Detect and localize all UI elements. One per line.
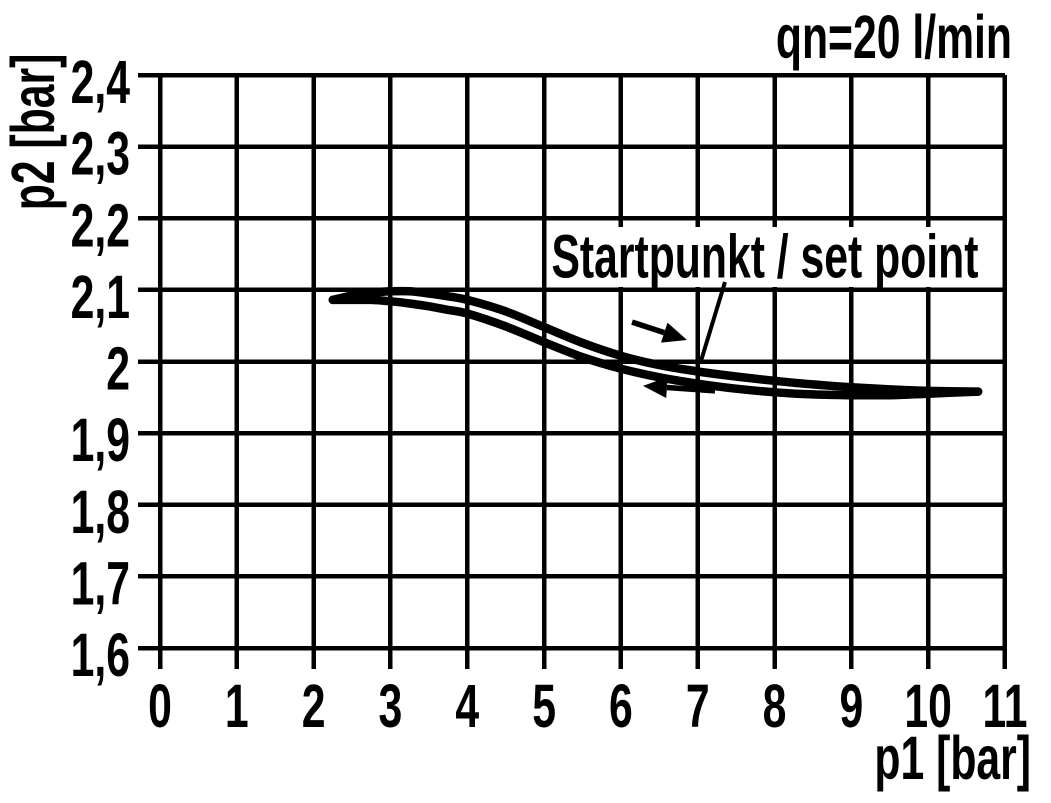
y-tick-label-2,1: 2,1	[71, 263, 130, 331]
x-tick-label-5: 5	[532, 672, 556, 740]
callout-label-background	[576, 227, 954, 287]
x-tick-label-4: 4	[455, 672, 479, 740]
x-tick-label-1: 1	[225, 672, 249, 740]
direction-arrow-left-head	[643, 377, 668, 398]
callout-leader-line	[699, 281, 727, 362]
y-tick-label-1,7: 1,7	[71, 549, 130, 617]
x-tick-label-7: 7	[686, 672, 710, 740]
y-tick-label-1,6: 1,6	[71, 621, 130, 689]
x-tick-label-9: 9	[839, 672, 863, 740]
flow-rate-annotation: qn=20 l/min	[776, 3, 1012, 71]
curve-upper-branch	[328, 286, 983, 396]
direction-arrow-right-shaft	[631, 319, 666, 336]
x-tick-label-6: 6	[609, 672, 633, 740]
x-tick-label-10: 10	[904, 672, 952, 740]
y-tick-label-1,8: 1,8	[71, 478, 130, 546]
y-tick-label-2,3: 2,3	[71, 120, 130, 188]
x-tick-label-0: 0	[148, 672, 172, 740]
callout-label: Startpunkt / set point	[551, 223, 978, 291]
x-axis-label: p1 [bar]	[874, 724, 1031, 792]
y-axis-label: p2 [bar]	[0, 54, 67, 211]
y-tick-label-2: 2	[106, 335, 130, 403]
x-tick-label-3: 3	[379, 672, 403, 740]
x-tick-label-8: 8	[763, 672, 787, 740]
direction-arrow-right-head	[661, 322, 687, 343]
y-tick-label-2,4: 2,4	[71, 48, 130, 116]
x-tick-label-11: 11	[982, 672, 1027, 740]
x-tick-label-2: 2	[302, 672, 326, 740]
direction-arrow-left-shaft	[666, 384, 716, 394]
y-tick-label-1,9: 1,9	[71, 406, 130, 474]
curve-lower-branch	[328, 295, 983, 400]
y-tick-label-2,2: 2,2	[71, 191, 130, 259]
